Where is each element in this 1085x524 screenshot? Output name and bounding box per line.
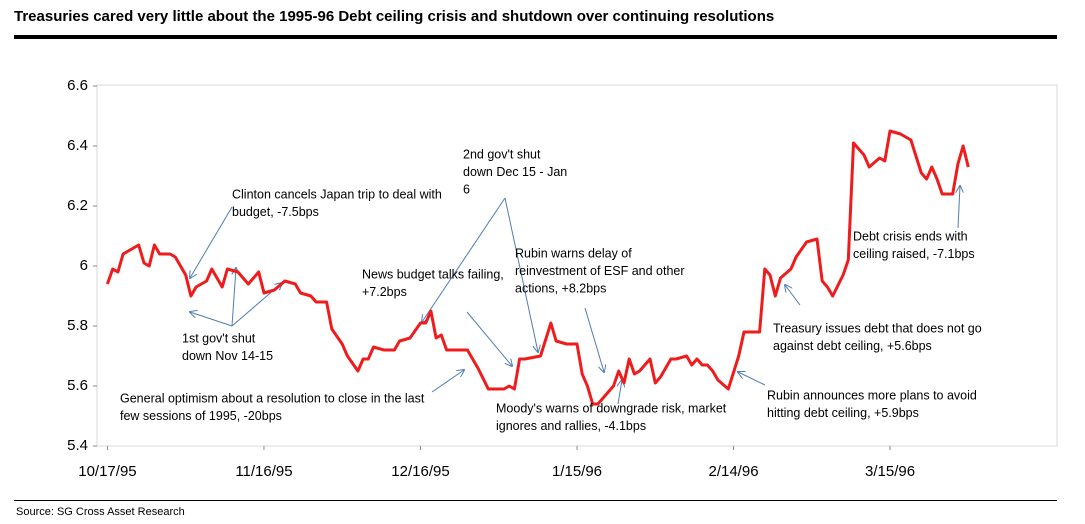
annotation: 2nd gov't shut	[463, 147, 541, 161]
y-tick-label: 5.8	[67, 317, 88, 334]
arrow	[504, 197, 538, 352]
arrow	[738, 372, 766, 386]
y-tick-label: 6	[80, 257, 88, 274]
x-tick-label: 11/16/95	[235, 463, 292, 480]
annotation: ignores and rallies, -4.1bps	[496, 419, 646, 433]
arrow	[190, 312, 233, 327]
arrow	[231, 268, 236, 327]
arrow	[584, 307, 604, 372]
y-tick-label: 6.4	[67, 137, 88, 154]
annotation: 1st gov't shut	[182, 331, 256, 345]
y-tick-label: 5.4	[67, 437, 88, 454]
y-tick-label: 5.6	[67, 377, 88, 394]
annotation: Clinton cancels Japan trip to deal with	[232, 187, 442, 201]
source: Source: SG Cross Asset Research	[16, 506, 185, 518]
y-tick-label: 6.2	[67, 197, 88, 214]
annotation: reinvestment of ESF and other	[515, 264, 685, 278]
x-tick-label: 2/14/96	[708, 463, 758, 480]
arrows	[190, 186, 960, 405]
x-tick-label: 10/17/95	[78, 463, 136, 480]
arrow	[958, 186, 960, 229]
data-line	[105, 129, 970, 406]
annotation: General optimism about a resolution to c…	[120, 391, 425, 405]
annotation: down Nov 14-15	[182, 349, 273, 363]
x-tick-label: 3/15/96	[865, 463, 915, 480]
x-tick-label: 1/15/96	[552, 463, 602, 480]
annotation: +7.2bps	[362, 285, 407, 299]
arrow	[618, 380, 622, 405]
annotation: Debt crisis ends with	[853, 229, 968, 243]
chart-title: Treasuries cared very little about the 1…	[14, 8, 774, 25]
annotation: Treasury issues debt that does not go	[773, 321, 982, 335]
annotation: budget, -7.5bps	[232, 205, 319, 219]
y-tick-label: 6.6	[67, 77, 88, 94]
arrow	[431, 370, 464, 393]
source-rule	[14, 500, 1057, 501]
annotation: ceiling raised, -7.1bps	[853, 247, 975, 261]
annotation: against debt ceiling, +5.6bps	[773, 339, 932, 353]
arrow	[785, 285, 801, 306]
annotation: few sessions of 1995, -20bps	[120, 409, 282, 423]
arrow	[190, 206, 233, 278]
annotation: News budget talks failing,	[362, 267, 504, 281]
arrow	[466, 311, 512, 366]
annotation: Rubin announces more plans to avoid	[767, 388, 977, 402]
x-tick-label: 12/16/95	[391, 463, 449, 480]
title-rule	[14, 35, 1057, 39]
annotation: 6	[463, 182, 470, 196]
annotation: Moody's warns of downgrade risk, market	[496, 401, 727, 415]
annotation: down Dec 15 - Jan	[463, 165, 567, 179]
annotation: hitting debt ceiling, +5.9bps	[767, 406, 919, 420]
arrow	[422, 197, 506, 322]
annotation: Rubin warns delay of	[515, 246, 632, 260]
annotation: actions, +8.2bps	[515, 281, 606, 295]
